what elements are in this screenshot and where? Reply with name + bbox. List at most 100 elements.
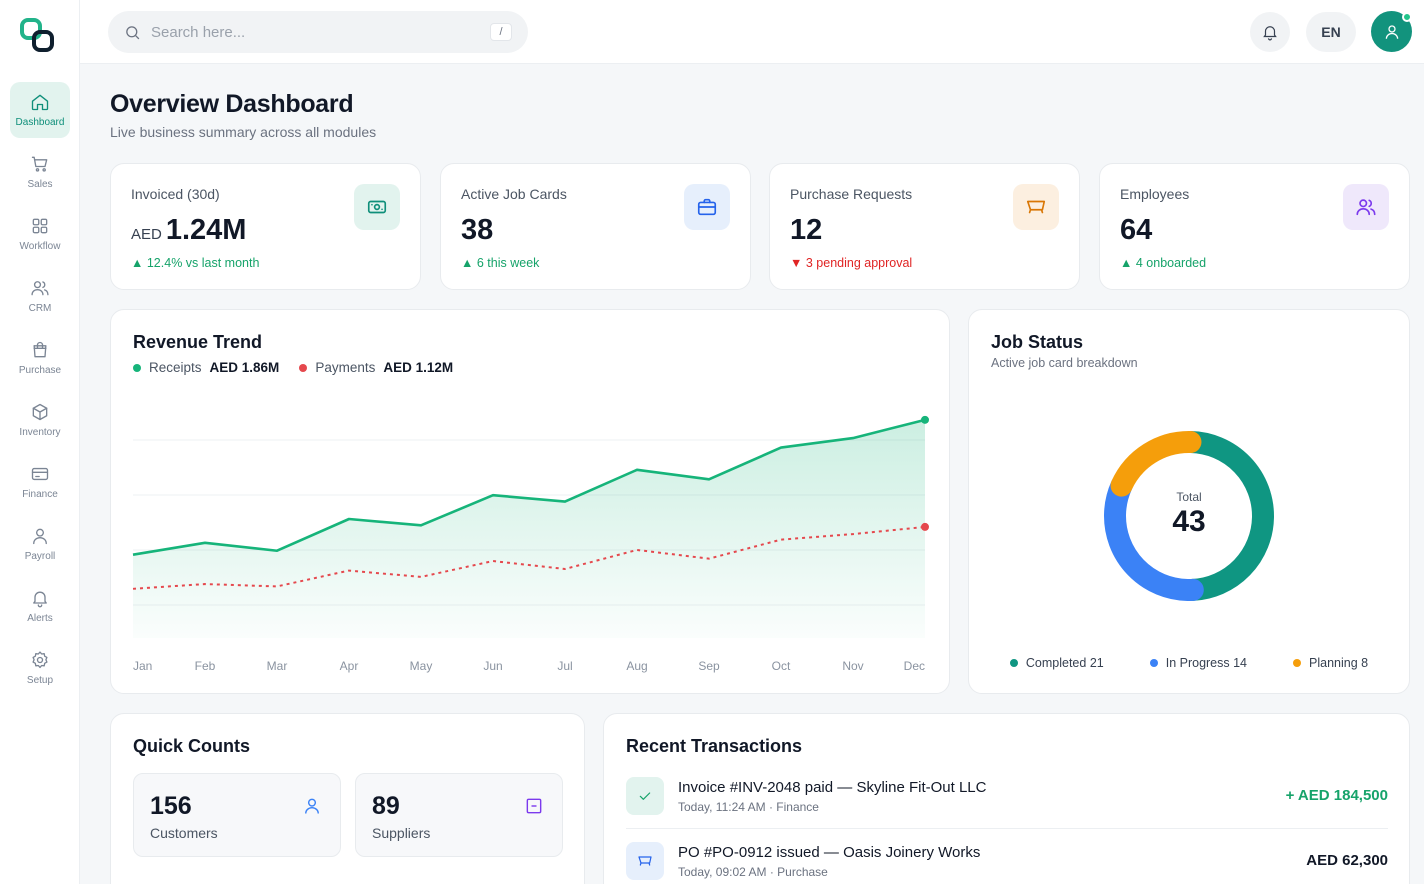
briefcase-icon [697,198,717,216]
sidebar-item-workflow[interactable]: Workflow [10,206,70,262]
cart-icon [626,842,664,880]
quick-count-customers[interactable]: 156 Customers [133,773,341,857]
quick-counts-card: Quick Counts 156 Customers 89 Suppliers [110,713,585,884]
card-subtitle: Active job card breakdown [991,356,1138,370]
x-tick-label: Oct [772,659,791,673]
sidebar-item-alerts[interactable]: Alerts [10,578,70,634]
cash-icon [367,200,387,214]
x-tick-label: Feb [195,659,216,673]
sidebar-item-label: Sales [27,179,53,190]
x-tick-label: Mar [267,659,288,673]
stat-label: Employees [1120,186,1190,202]
topbar: / EN [80,0,1424,64]
legend-dot [1149,659,1158,667]
sidebar-item-inventory[interactable]: Inventory [10,392,70,448]
page-subtitle: Live business summary across all modules [110,124,377,140]
app-logo[interactable] [20,18,56,52]
settings-icon [32,651,48,669]
stat-icon [1343,184,1389,230]
stat-icon [354,184,400,230]
stat-label: Invoiced (30d) [131,186,220,202]
card-title: Revenue Trend [133,332,263,352]
sidebar-item-label: Setup [26,675,54,686]
search-input[interactable] [151,23,471,41]
transaction-row[interactable]: PO #PO-0912 issued — Oasis Joinery Works… [626,842,1388,884]
chart-legend: Receipts AED 1.86M Payments AED 1.12M [133,360,473,375]
legend-label: Payments [315,360,376,375]
legend-dot [299,363,308,372]
sidebar-item-label: Finance [22,489,58,500]
sidebar-item-label: Payroll [24,551,56,562]
stat-delta-text: 4 onboarded [1135,256,1207,270]
series-endpoint-payments [921,522,929,531]
box-icon [32,403,48,421]
users-icon [31,281,49,296]
quick-count-label: Customers [150,825,218,841]
user-icon [1385,24,1398,39]
sidebar-item-sales[interactable]: Sales [10,144,70,200]
series-area-receipts [133,419,925,638]
sidebar-nav: Dashboard Sales Workflow CRM Purchase In… [10,82,70,702]
page-title: Overview Dashboard [110,90,354,118]
quick-count-value: 156 [150,792,192,820]
stat-card-purchase-requests[interactable]: Purchase Requests 12 ▼ 3 pending approva… [769,163,1080,290]
x-tick-label: Nov [842,659,863,673]
sidebar-item-label: Workflow [19,241,61,252]
transaction-title: PO #PO-0912 issued — Oasis Joinery Works [678,844,981,861]
sidebar-item-crm[interactable]: CRM [10,268,70,324]
bell-icon [1263,26,1277,41]
donut-segment-planning[interactable] [1104,431,1274,601]
user-icon [302,796,322,816]
series-line-receipts [132,418,926,556]
quick-count-suppliers[interactable]: 89 Suppliers [355,773,563,857]
x-tick-label: Sep [698,659,720,673]
stat-value: 38 [461,214,494,246]
legend-label: In Progress 14 [1165,656,1248,670]
sidebar-item-label: Inventory [19,427,61,438]
stat-value: 64 [1120,214,1153,246]
language-switcher[interactable]: EN [1306,12,1356,52]
donut-legend: Completed 21 In Progress 14 Planning 8 [969,656,1409,670]
stat-number: 1.24M [165,214,247,246]
donut-total-value: 43 [1172,505,1206,538]
sidebar-item-setup[interactable]: Setup [10,640,70,696]
donut-segment-in-progress[interactable] [1104,431,1274,601]
stat-card-job-cards[interactable]: Active Job Cards 38 ▲ 6 this week [440,163,751,290]
job-status-donut [1104,431,1274,601]
cart-icon [31,156,48,172]
stat-label: Purchase Requests [790,186,913,202]
user-avatar[interactable] [1371,11,1412,52]
transaction-row[interactable]: Invoice #INV-2048 paid — Skyline Fit-Out… [626,777,1388,833]
legend-dot [1009,659,1018,667]
sidebar-item-purchase[interactable]: Purchase [10,330,70,386]
stat-card-invoiced[interactable]: Invoiced (30d) AED 1.24M ▲ 12.4% vs last … [110,163,421,290]
search-icon [126,25,140,39]
x-tick-label: Dec [904,659,925,673]
legend-total: AED 1.86M [209,360,280,375]
sidebar-item-finance[interactable]: Finance [10,454,70,510]
stat-label: Active Job Cards [461,186,567,202]
notifications-button[interactable] [1250,12,1290,52]
stat-delta: ▲ 4 onboarded [1120,256,1207,270]
legend-dot [133,363,141,372]
search-bar[interactable]: / [108,11,528,53]
stat-unit: AED [131,226,162,243]
sidebar-item-payroll[interactable]: Payroll [10,516,70,572]
stat-delta: ▲ 12.4% vs last month [131,256,260,270]
recent-transactions-card: Recent Transactions Invoice #INV-2048 pa… [603,713,1410,884]
check-icon [626,777,664,815]
stat-delta-text: 6 this week [476,256,540,270]
series-endpoint-receipts [921,415,929,424]
divider [626,828,1388,829]
stat-card-employees[interactable]: Employees 64 ▲ 4 onboarded [1099,163,1410,290]
revenue-trend-card: Revenue Trend Receipts AED 1.86M Payment… [110,309,950,694]
legend-total: AED 1.12M [383,360,454,375]
online-status-dot [1402,12,1412,22]
quick-count-value: 89 [372,792,400,820]
sidebar-item-dashboard[interactable]: Dashboard [10,82,70,138]
sidebar: Dashboard Sales Workflow CRM Purchase In… [0,0,80,884]
transaction-amount: AED 62,300 [1306,852,1388,869]
legend-dot [1293,659,1302,667]
legend-item: Planning 8 [1293,656,1368,670]
transaction-meta: Today, 09:02 AM · Purchase [678,865,828,879]
